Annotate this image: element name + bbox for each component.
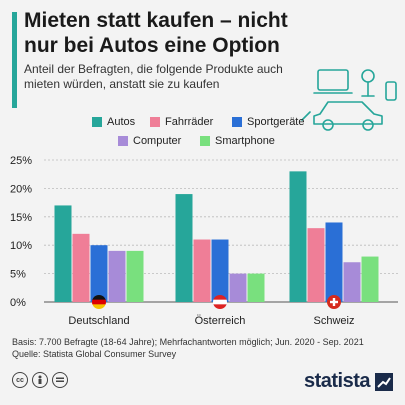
flag-switzerland-icon	[327, 295, 341, 309]
license-icons: cc	[12, 372, 68, 388]
legend-swatch	[232, 117, 242, 127]
bar-fahrräder	[72, 233, 90, 302]
by-icon[interactable]	[32, 372, 48, 388]
flag-germany-icon	[92, 295, 106, 309]
bar-sportgeräte	[90, 245, 108, 302]
legend-swatch	[92, 117, 102, 127]
y-tick-label: 15%	[10, 212, 32, 224]
legend-item-computer: Computer	[118, 135, 181, 147]
page-subtitle: Anteil der Befragten, die folgende Produ…	[24, 62, 283, 91]
accent-bar	[12, 12, 17, 108]
x-category-label: Deutschland	[68, 315, 129, 327]
x-category-label: Österreich	[195, 315, 246, 327]
footer-source: Quelle: Statista Global Consumer Survey	[12, 349, 177, 359]
legend-item-autos: Autos	[92, 116, 135, 128]
bar-autos	[54, 205, 72, 302]
legend-item-smartphone: Smartphone	[200, 135, 275, 147]
legend-label: Smartphone	[215, 135, 275, 147]
bar-computer	[108, 250, 126, 302]
y-tick-label: 5%	[10, 269, 26, 281]
flag-austria-icon	[213, 295, 227, 309]
bar-fahrräder	[193, 239, 211, 302]
page-title: Mieten statt kaufen – nicht nur bei Auto…	[24, 9, 288, 57]
cc-icon[interactable]: cc	[12, 372, 28, 388]
y-tick-label: 0%	[10, 297, 26, 309]
legend-item-fahrraeder: Fahrräder	[150, 116, 213, 128]
legend-label: Sportgeräte	[247, 116, 305, 128]
bar-sportgeräte	[325, 222, 343, 302]
footer-basis: Basis: 7.700 Befragte (18-64 Jahre); Meh…	[12, 337, 364, 347]
bar-computer	[343, 262, 361, 302]
y-tick-label: 20%	[10, 183, 32, 195]
statista-logo-icon	[375, 372, 393, 391]
footer: Basis: 7.700 Befragte (18-64 Jahre); Meh…	[12, 336, 402, 360]
bar-fahrräder	[307, 228, 325, 302]
legend-swatch	[150, 117, 160, 127]
legend-label: Computer	[133, 135, 182, 147]
legend-label: Autos	[107, 116, 136, 128]
bar-autos	[175, 194, 193, 302]
bar-computer	[229, 273, 247, 302]
y-tick-label: 25%	[10, 155, 32, 167]
y-tick-label: 10%	[10, 240, 32, 252]
nd-icon[interactable]	[52, 372, 68, 388]
legend: Autos Fahrräder Sportgeräte Computer Sma…	[0, 116, 405, 156]
brand-logo[interactable]: statista	[304, 370, 393, 393]
bar-autos	[289, 171, 307, 302]
legend-item-sportgeraete: Sportgeräte	[232, 116, 304, 128]
bar-smartphone	[126, 250, 144, 302]
rental-illustration-icon	[301, 69, 397, 131]
bar-sportgeräte	[211, 239, 229, 302]
legend-swatch	[118, 136, 128, 146]
x-category-label: Schweiz	[314, 315, 355, 327]
legend-swatch	[200, 136, 210, 146]
bar-smartphone	[361, 256, 379, 302]
bar-smartphone	[247, 273, 265, 302]
legend-label: Fahrräder	[165, 116, 214, 128]
brand-name: statista	[303, 370, 371, 392]
bar-chart: 0% 5% 10% 15% 20% 25% Deutschland Österreich Sch…	[10, 155, 398, 327]
